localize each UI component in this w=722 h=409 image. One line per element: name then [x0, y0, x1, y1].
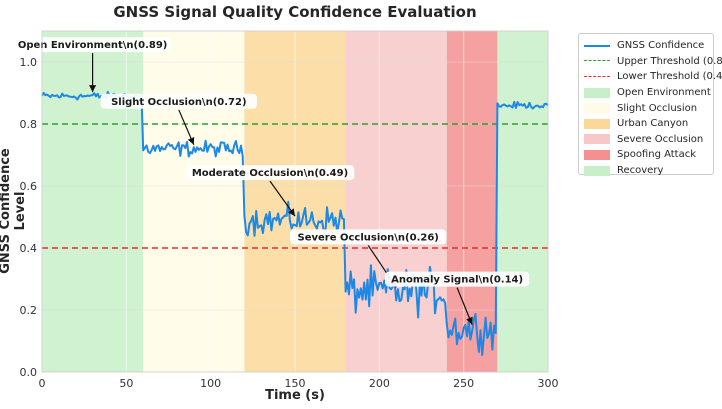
y-tick-label: 0.0 [20, 366, 38, 379]
x-axis-label: Time (s) [265, 388, 325, 403]
annotation: Anomaly Signal\n(0.14) [385, 271, 530, 325]
legend-swatch-line [584, 56, 610, 66]
y-tick-label: 0.6 [20, 180, 38, 193]
annotation-box [290, 229, 447, 245]
annotation-box [100, 93, 257, 109]
region-spoofing-attack [446, 31, 498, 372]
legend-item-confidence: GNSS Confidence [584, 38, 708, 54]
legend: GNSS Confidence Upper Threshold (0.8) Lo… [578, 33, 722, 176]
legend-item-recovery: Recovery [584, 163, 708, 179]
y-tick-label: 0.8 [20, 118, 38, 131]
y-tick-label: 0.2 [20, 304, 38, 317]
legend-swatch-patch [584, 149, 610, 160]
legend-swatch-line [584, 41, 610, 51]
y-axis-label: GNSS Confidence Level [0, 148, 28, 274]
legend-label: Recovery [617, 165, 664, 177]
legend-label: Open Environment [617, 87, 711, 99]
legend-swatch-patch [584, 134, 610, 145]
x-tick-label: 0 [39, 377, 46, 390]
legend-swatch-line [584, 72, 610, 82]
legend-item-upper-threshold: Upper Threshold (0.8) [584, 54, 722, 70]
x-tick-label: 150 [285, 377, 306, 390]
annotation-arrow-head [89, 85, 97, 93]
legend-item-severe-occlusion: Severe Occlusion [584, 132, 708, 148]
legend-swatch-patch [584, 103, 610, 114]
annotation-arrow-head [466, 316, 473, 325]
annotation: Open Environment\n(0.89) [14, 37, 171, 93]
legend-label: Lower Threshold (0.4) [617, 71, 722, 83]
annotation: Moderate Occlusion\n(0.49) [185, 165, 355, 217]
legend-label: Severe Occlusion [617, 133, 704, 145]
x-tick-label: 250 [453, 377, 474, 390]
legend-label: Slight Occlusion [617, 102, 698, 114]
annotation-label: Moderate Occlusion\n(0.49) [192, 168, 348, 179]
legend-item-slight-occlusion: Slight Occlusion [584, 100, 708, 116]
annotation-arrow-head [288, 208, 295, 217]
annotation-label: Severe Occlusion\n(0.26) [298, 232, 439, 243]
plot-frame [41, 30, 549, 373]
annotation-box [385, 271, 530, 287]
x-tick-label: 50 [119, 377, 133, 390]
legend-label: Upper Threshold (0.8) [617, 55, 722, 67]
annotation-box [14, 37, 171, 53]
x-tick-label: 200 [369, 377, 390, 390]
legend-label: Spoofing Attack [617, 149, 697, 161]
legend-swatch-patch [584, 118, 610, 129]
y-tick-label: 1.0 [20, 56, 38, 69]
annotation-arrow-head [187, 136, 195, 145]
annotation-arrow-shaft [269, 180, 296, 217]
x-tick-label: 100 [200, 377, 221, 390]
annotation: Slight Occlusion\n(0.72) [100, 93, 257, 146]
legend-label: Urban Canyon [617, 118, 689, 130]
annotation-box [185, 165, 355, 181]
chart-title: GNSS Signal Quality Confidence Evaluatio… [113, 3, 477, 21]
region-recovery [497, 31, 548, 372]
legend-swatch-patch [584, 165, 610, 176]
annotation-label: Anomaly Signal\n(0.14) [391, 275, 523, 286]
legend-item-open-environment: Open Environment [584, 85, 711, 101]
legend-item-lower-threshold: Lower Threshold (0.4) [584, 69, 722, 85]
legend-label: GNSS Confidence [617, 40, 705, 52]
legend-item-urban-canyon: Urban Canyon [584, 116, 708, 132]
annotation-label: Slight Occlusion\n(0.72) [111, 97, 246, 108]
region-slight-occlusion [143, 31, 245, 372]
region-severe-occlusion [345, 31, 447, 372]
y-tick-label: 0.4 [20, 242, 38, 255]
annotation-label: Open Environment\n(0.89) [18, 40, 168, 51]
x-tick-label: 300 [538, 377, 559, 390]
legend-swatch-patch [584, 87, 610, 98]
legend-item-spoofing-attack: Spoofing Attack [584, 147, 708, 163]
